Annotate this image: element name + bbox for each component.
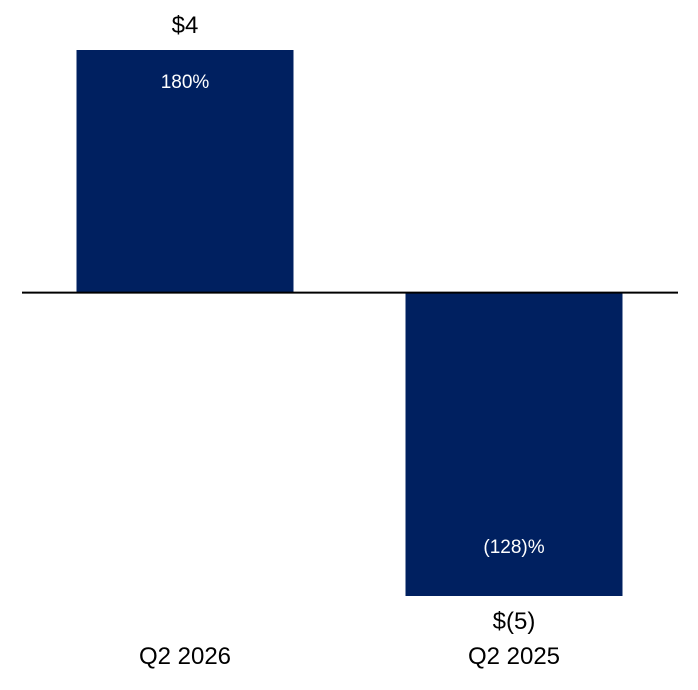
labels-layer: $4 180% Q2 2026 $(5) (128)% Q2 2025 [139, 12, 560, 670]
bar-percent-label-0: 180% [161, 72, 210, 93]
bar-1 [405, 292, 623, 596]
bar-percent-label-1: (128)% [483, 537, 544, 558]
bar-0 [76, 50, 294, 293]
bar-value-label-1: $(5) [493, 608, 536, 635]
bars-layer [76, 50, 623, 596]
category-label-1: Q2 2025 [468, 643, 560, 670]
bar-value-label-0: $4 [172, 12, 199, 39]
category-label-0: Q2 2026 [139, 643, 231, 670]
